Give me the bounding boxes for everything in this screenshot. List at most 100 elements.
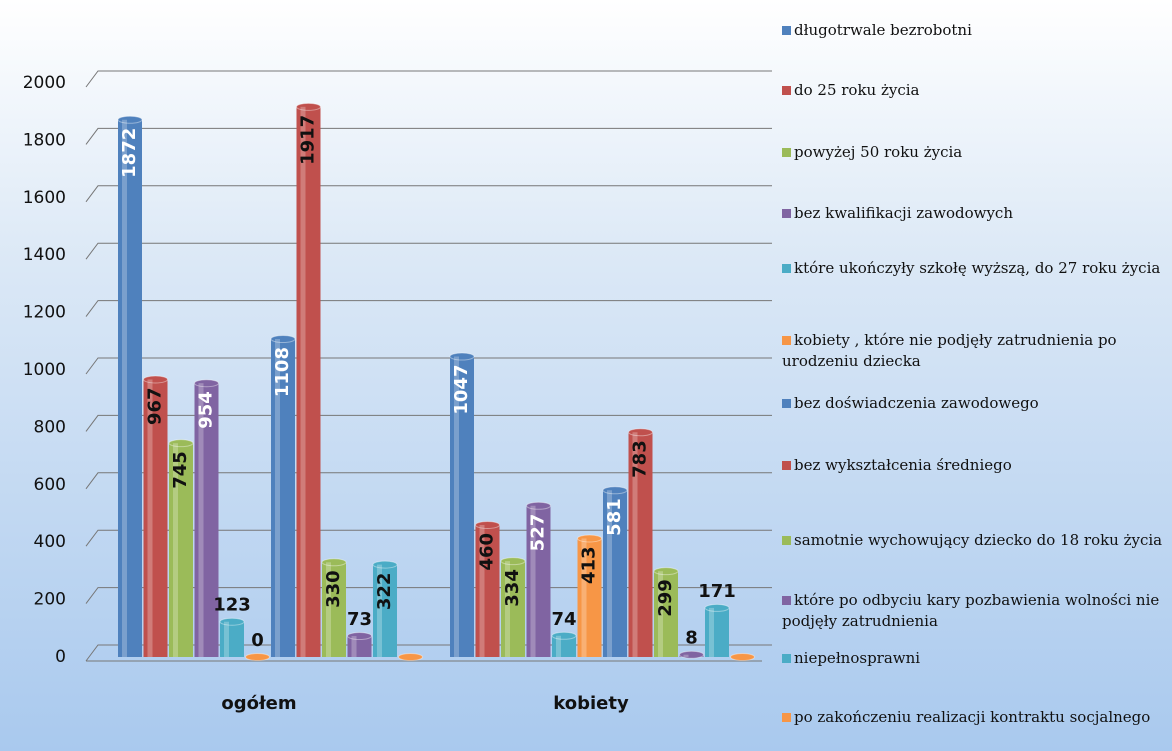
y-tick-label: 1600 — [23, 188, 66, 208]
bar — [704, 603, 730, 657]
legend-swatch — [782, 461, 791, 470]
bar — [347, 632, 372, 657]
legend-swatch — [782, 86, 791, 95]
grid-line — [85, 242, 772, 260]
legend-item: bez kwalifikacji zawodowych — [782, 203, 1170, 224]
legend-swatch — [782, 209, 791, 218]
bar-top — [730, 653, 755, 661]
bar — [526, 501, 551, 657]
bar-body — [654, 571, 678, 657]
bar — [653, 567, 679, 657]
bar-shine — [224, 621, 229, 657]
value-label: 967 — [145, 387, 166, 425]
bar — [270, 335, 296, 657]
value-label: 73 — [347, 609, 372, 630]
bar-body — [169, 443, 193, 657]
bar-shine — [709, 607, 714, 657]
bar-top — [117, 115, 143, 124]
legend-item: niepełnosprawni — [782, 648, 1170, 669]
legend-label: bez kwalifikacji zawodowych — [794, 204, 1013, 222]
bar-top — [143, 375, 168, 384]
bar — [219, 617, 245, 657]
legend-swatch — [782, 596, 791, 605]
legend-label: po zakończeniu realizacji kontraktu socj… — [794, 708, 1151, 726]
bar-body — [220, 621, 244, 657]
bar-shine — [122, 119, 127, 657]
value-label: 0 — [251, 630, 264, 651]
bar-top — [168, 439, 194, 448]
value-label: 581 — [604, 498, 625, 536]
legend-label: niepełnosprawni — [794, 649, 921, 667]
bar — [602, 486, 628, 657]
bar-top — [679, 650, 704, 659]
legend-item: które po odbyciu kary pozbawienia wolnoś… — [782, 590, 1170, 632]
legend-item: które ukończyły szkołę wyższą, do 27 rok… — [782, 258, 1170, 279]
bar-top — [653, 567, 679, 576]
legend-item: bez wykształcenia średniego — [782, 455, 1170, 476]
bar — [500, 557, 526, 657]
bar-shine — [275, 339, 280, 657]
bar — [372, 560, 398, 657]
bar-body — [526, 505, 551, 657]
bar-top — [219, 617, 245, 626]
legend-label: które ukończyły szkołę wyższą, do 27 rok… — [794, 259, 1161, 277]
bar — [296, 102, 321, 658]
value-label: 745 — [170, 451, 191, 489]
bar-shine — [377, 564, 382, 657]
bar-body — [628, 432, 653, 657]
legend-label: które po odbyciu kary pozbawienia wolnoś… — [782, 591, 1160, 630]
y-tick-label: 1800 — [23, 130, 66, 150]
bar-top — [321, 558, 347, 567]
bar-shine — [658, 571, 663, 657]
y-tick-label: 200 — [34, 590, 66, 610]
bar-top — [347, 632, 372, 641]
value-label: 1047 — [451, 365, 472, 415]
bar-shine — [198, 383, 204, 657]
legend-item: do 25 roku życia — [782, 80, 1170, 101]
bar-body — [373, 564, 397, 657]
bar-body — [271, 339, 295, 657]
legend-swatch — [782, 713, 791, 722]
bar — [194, 379, 219, 657]
x-tick-label: kobiety — [553, 693, 629, 714]
bar-top — [577, 534, 602, 543]
legend-item: samotnie wychowujący dziecko do 18 roku … — [782, 530, 1170, 551]
bar-top — [296, 102, 321, 111]
bar-body — [475, 524, 500, 657]
bar-top — [704, 603, 730, 612]
value-label: 334 — [502, 569, 523, 607]
grid-line — [85, 472, 772, 490]
bar-body — [577, 538, 602, 657]
y-tick-label: 1400 — [23, 245, 66, 265]
bar-top — [245, 653, 270, 661]
bar-shine — [300, 106, 306, 658]
legend-label: bez wykształcenia średniego — [794, 456, 1012, 474]
value-label: 171 — [698, 581, 736, 602]
value-label: 413 — [579, 546, 600, 584]
legend-item: bez doświadczenia zawodowego — [782, 393, 1170, 414]
y-tick-label: 1000 — [23, 360, 66, 380]
bar-body — [603, 490, 627, 657]
value-label: 460 — [477, 533, 498, 571]
bar-body — [347, 636, 372, 657]
bar-shine — [683, 654, 689, 657]
legend-swatch — [782, 399, 791, 408]
bar-body — [501, 561, 525, 657]
bar-body — [552, 635, 576, 657]
bar-top — [526, 501, 551, 510]
grid-line — [85, 185, 772, 203]
value-label: 783 — [630, 440, 651, 478]
y-tick-label: 0 — [55, 647, 66, 667]
value-label: 527 — [528, 514, 549, 552]
bar-top — [194, 379, 219, 388]
bar-top — [551, 631, 577, 640]
bar — [577, 534, 602, 657]
value-label: 1872 — [119, 128, 140, 178]
legend-swatch — [782, 264, 791, 273]
grid-line — [85, 300, 772, 317]
bar-shine — [147, 379, 153, 657]
legend-item: kobiety , które nie podjęły zatrudnienia… — [782, 330, 1170, 372]
bar — [551, 631, 577, 657]
bar — [628, 428, 653, 657]
